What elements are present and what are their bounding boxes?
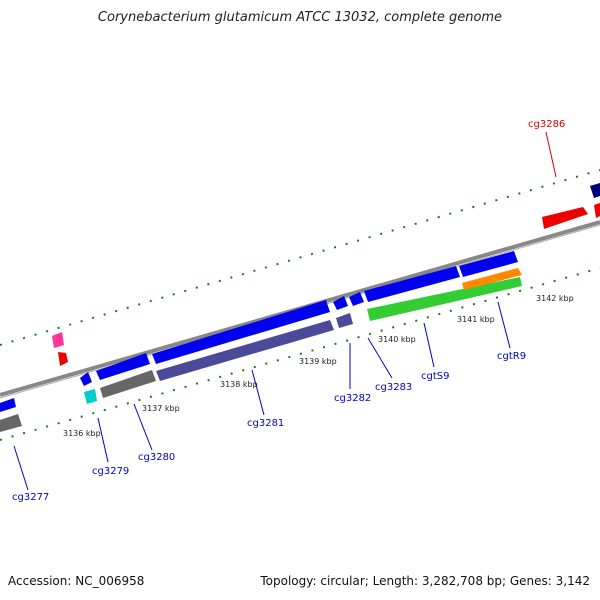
gene-block-cyan[interactable] xyxy=(84,389,97,404)
gene-label-cg3283[interactable]: cg3283 xyxy=(375,382,412,393)
leader-cg3280 xyxy=(133,403,153,451)
gene-label-cg3281[interactable]: cg3281 xyxy=(247,418,284,429)
gene-block-cgtr9-fwd[interactable] xyxy=(459,251,518,277)
gene-label-cgts9[interactable]: cgtS9 xyxy=(421,371,449,382)
gene-block-cg3280-fwd[interactable] xyxy=(96,353,150,380)
topology-label: Topology: circular; Length: 3,282,708 bp… xyxy=(260,574,590,588)
kbp-label-3136: 3136 kbp xyxy=(63,429,101,438)
gene-block-pink[interactable] xyxy=(52,332,64,348)
kbp-label-3138: 3138 kbp xyxy=(220,380,258,389)
accession-label: Accession: NC_006958 xyxy=(8,574,145,588)
leader-cg3281 xyxy=(251,369,265,416)
gene-block-gray[interactable] xyxy=(100,370,156,398)
leader-cg3283 xyxy=(367,337,393,379)
gene-block-cg3283-fwd[interactable] xyxy=(349,292,364,306)
gene-block-cg3282-fwd[interactable] xyxy=(333,296,348,310)
outer-tick-line xyxy=(0,169,600,346)
kbp-label-3140: 3140 kbp xyxy=(378,335,416,344)
gene-label-cg3282[interactable]: cg3282 xyxy=(334,393,371,404)
gene-block-red-edge[interactable] xyxy=(594,203,600,218)
gene-block-left-gray[interactable] xyxy=(0,414,22,432)
leader-lines xyxy=(13,301,511,491)
gene-block-cgts9-fwd[interactable] xyxy=(364,266,460,302)
gene-block-slate[interactable] xyxy=(156,320,334,381)
gene-label-cg3286[interactable]: cg3286 xyxy=(528,119,565,130)
kbp-label-3137: 3137 kbp xyxy=(142,404,180,413)
inner-tick-track xyxy=(0,267,600,441)
leader-cgts9 xyxy=(423,322,435,368)
kbp-label-3141: 3141 kbp xyxy=(457,315,495,324)
leader-cgtr9 xyxy=(497,301,511,349)
gene-block-cg3281-fwd[interactable] xyxy=(152,300,330,364)
page-title: Corynebacterium glutamicum ATCC 13032, c… xyxy=(97,10,503,25)
gene-label-cg3277[interactable]: cg3277 xyxy=(12,492,49,503)
kbp-label-3139: 3139 kbp xyxy=(299,357,337,366)
outer-tick-track xyxy=(0,169,600,346)
gene-block-red-large[interactable] xyxy=(542,207,588,229)
gene-block-small-1[interactable] xyxy=(80,372,92,386)
gene-block-right-edge-navy[interactable] xyxy=(590,183,600,198)
leader-cg3277 xyxy=(13,445,29,491)
gene-block-left-edge[interactable] xyxy=(0,398,16,412)
gene-block-green[interactable] xyxy=(367,277,522,321)
gene-block-orange[interactable] xyxy=(462,268,522,290)
gene-block-slate-small[interactable] xyxy=(336,313,353,328)
gene-block-red-small[interactable] xyxy=(58,352,68,366)
gene-label-cgtr9[interactable]: cgtR9 xyxy=(497,351,526,362)
leader-cg3286 xyxy=(545,131,557,178)
gene-label-cg3279[interactable]: cg3279 xyxy=(92,466,129,477)
leader-cg3279 xyxy=(97,417,109,463)
inner-tick-line xyxy=(0,267,600,441)
kbp-label-3142: 3142 kbp xyxy=(536,294,574,303)
gene-label-cg3280[interactable]: cg3280 xyxy=(138,452,175,463)
